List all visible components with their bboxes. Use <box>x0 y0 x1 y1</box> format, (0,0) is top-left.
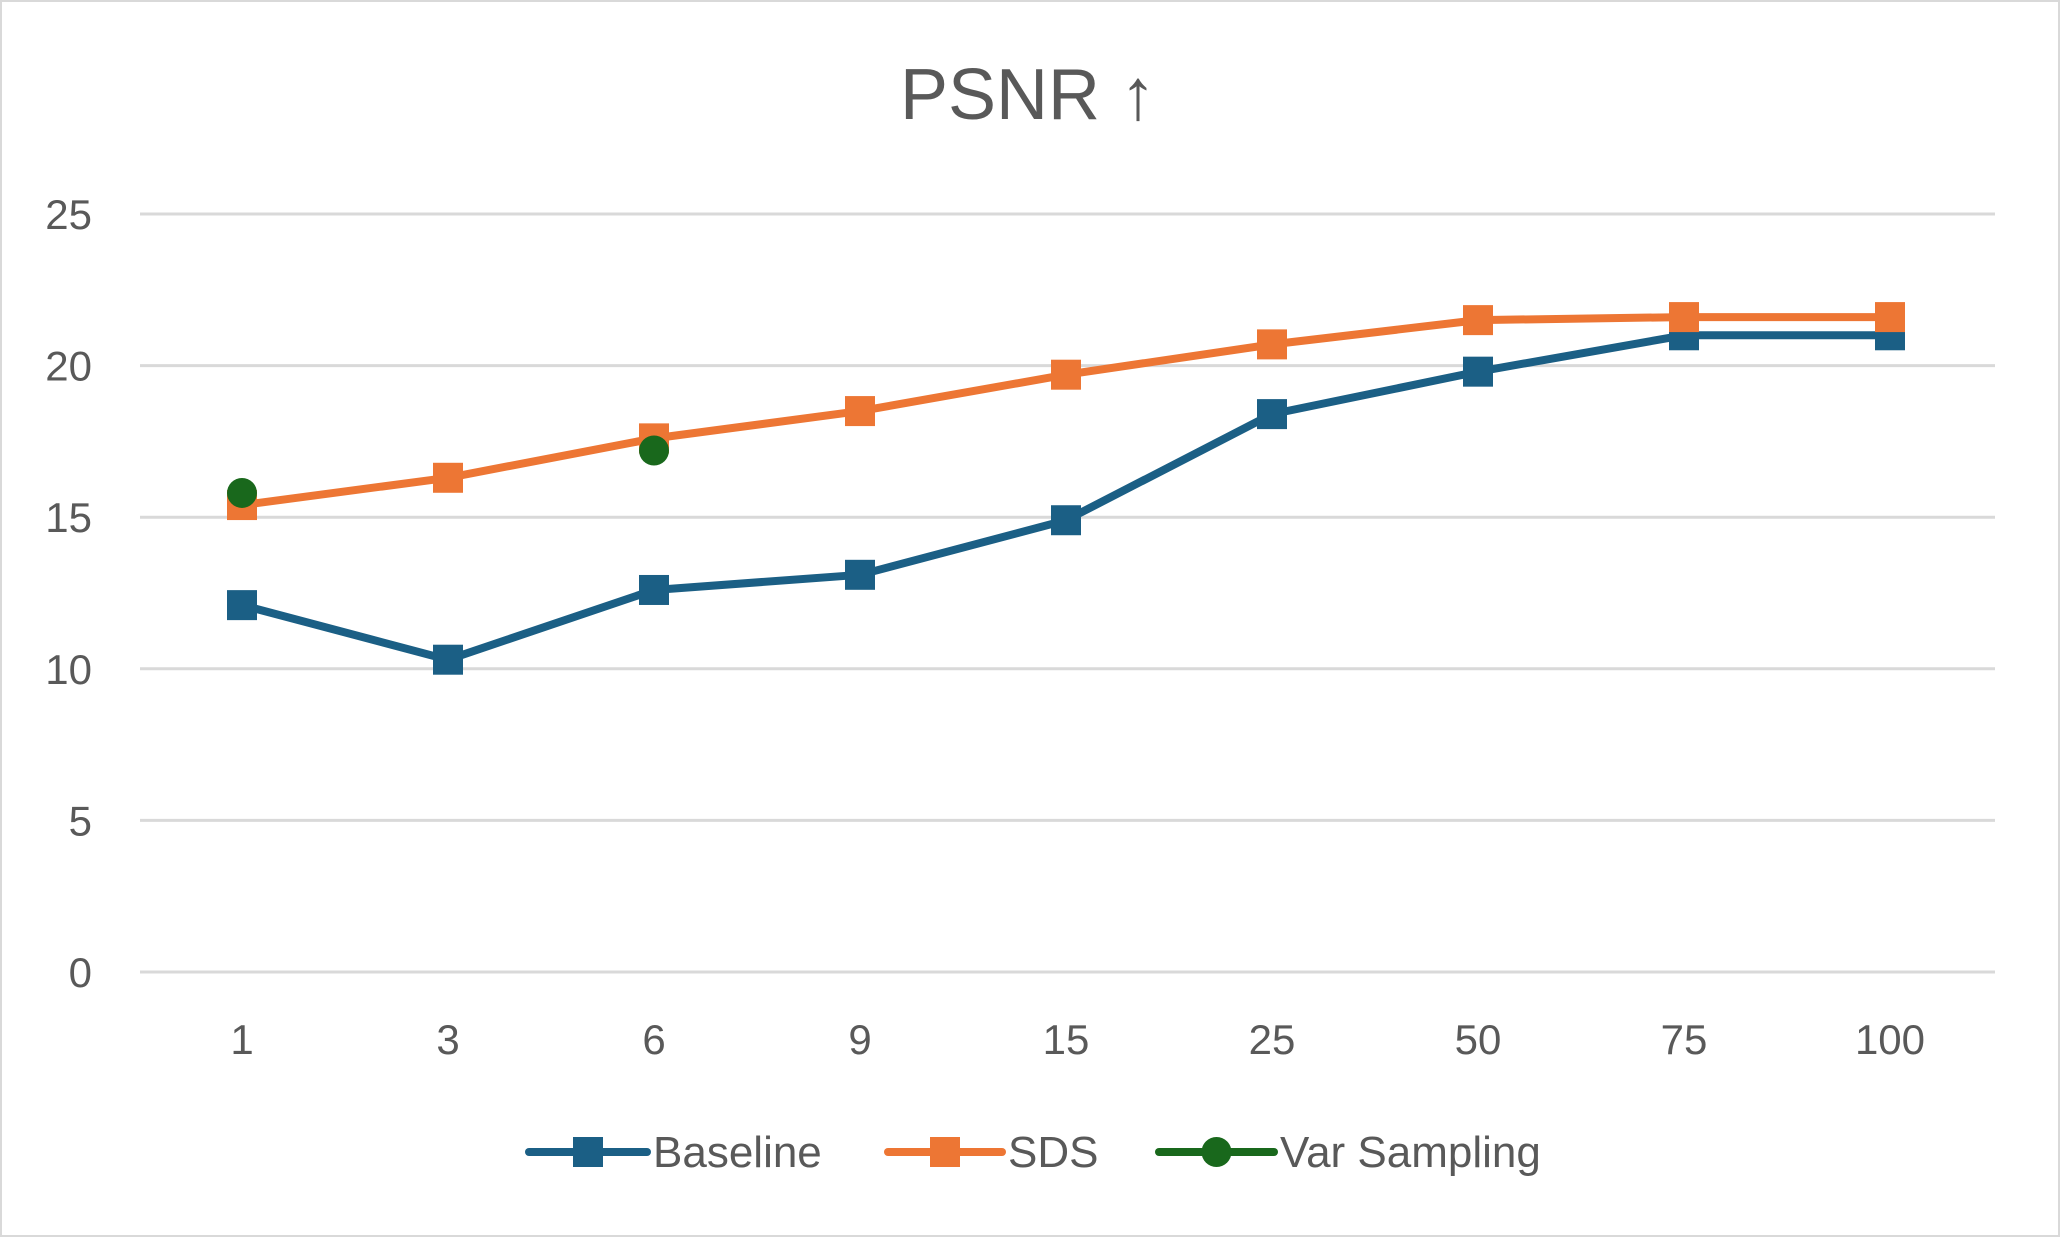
data-point-marker <box>227 590 257 621</box>
legend-swatch-marker <box>1201 1137 1232 1167</box>
y-tick-label: 10 <box>45 646 92 693</box>
y-tick-label: 20 <box>45 343 92 390</box>
x-tick-label: 9 <box>848 1016 871 1063</box>
y-axis-ticks: 0 5 10 15 20 25 <box>45 191 92 996</box>
x-axis-ticks: 1 3 6 9 15 25 50 75 100 <box>230 1016 1925 1063</box>
legend-item: Var Sampling <box>1155 1128 1541 1177</box>
data-point-marker <box>845 396 875 427</box>
legend-item: SDS <box>884 1128 1098 1177</box>
data-point-marker <box>1463 356 1493 387</box>
legend-label: SDS <box>1008 1128 1098 1177</box>
data-point-marker <box>639 574 669 605</box>
gridlines <box>140 212 1995 974</box>
data-point-marker <box>1051 505 1081 536</box>
y-tick-label: 5 <box>69 797 92 844</box>
x-tick-label: 75 <box>1661 1016 1708 1063</box>
y-tick-label: 0 <box>69 949 92 996</box>
data-point-marker <box>1051 359 1081 390</box>
x-tick-label: 1 <box>230 1016 253 1063</box>
data-point-marker <box>1463 305 1493 336</box>
legend: Baseline SDS Var Sampling <box>525 1128 1541 1177</box>
x-tick-label: 25 <box>1249 1016 1296 1063</box>
series-0 <box>227 320 1905 675</box>
series-layer <box>227 302 1905 675</box>
data-point-marker <box>1875 302 1905 333</box>
data-point-marker <box>845 559 875 590</box>
data-point-marker <box>1257 329 1287 360</box>
x-tick-label: 3 <box>436 1016 459 1063</box>
data-point-marker <box>433 462 463 493</box>
legend-item: Baseline <box>525 1128 822 1177</box>
data-point-marker <box>227 477 257 508</box>
x-tick-label: 15 <box>1043 1016 1090 1063</box>
x-tick-label: 100 <box>1855 1016 1925 1063</box>
x-tick-label: 6 <box>642 1016 665 1063</box>
legend-swatch-marker <box>573 1137 603 1167</box>
y-tick-label: 15 <box>45 494 92 541</box>
legend-swatch-marker <box>930 1137 960 1167</box>
y-tick-label: 25 <box>45 191 92 238</box>
chart-title: PSNR ↑ <box>900 55 1156 135</box>
series-2 <box>227 435 669 508</box>
x-tick-label: 50 <box>1455 1016 1502 1063</box>
data-point-marker <box>1257 399 1287 430</box>
data-point-marker <box>1669 302 1699 333</box>
data-point-marker <box>639 435 669 466</box>
data-point-marker <box>433 644 463 675</box>
series-1 <box>227 302 1905 521</box>
legend-label: Baseline <box>653 1128 822 1177</box>
legend-label: Var Sampling <box>1280 1128 1541 1177</box>
